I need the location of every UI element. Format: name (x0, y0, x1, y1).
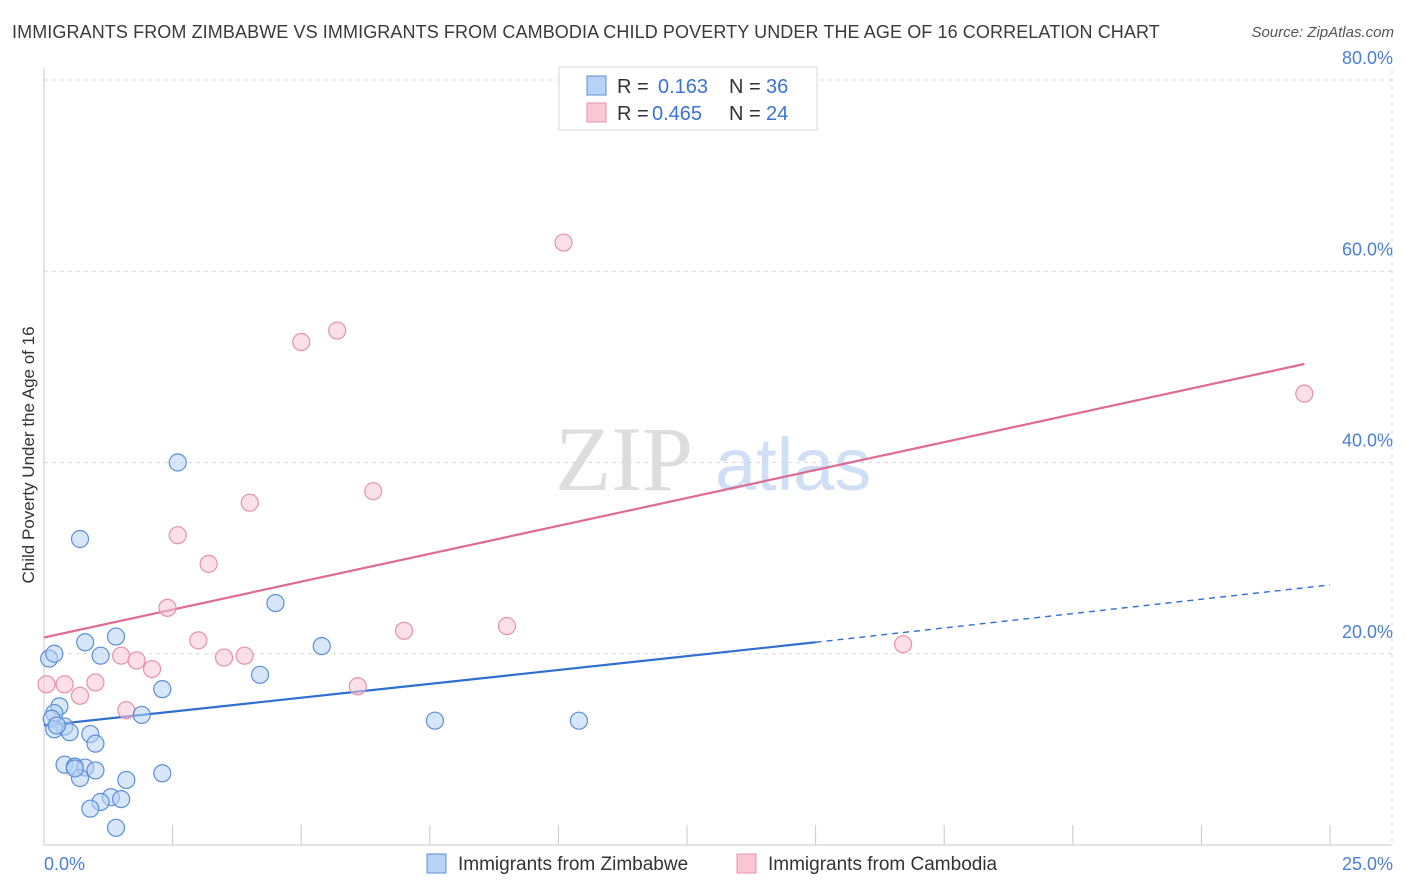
point-zimbabwe (153, 680, 172, 699)
point-cambodia (37, 675, 56, 694)
point-zimbabwe (86, 761, 105, 780)
point-zimbabwe (425, 711, 445, 730)
point-cambodia (235, 646, 254, 665)
point-cambodia (158, 598, 177, 617)
bottom-legend-label-zimbabwe: Immigrants from Zimbabwe (458, 854, 688, 875)
point-zimbabwe (153, 764, 172, 783)
legend-n-value-cambodia: 24 (766, 103, 788, 125)
point-cambodia (348, 677, 367, 696)
point-zimbabwe (65, 759, 84, 778)
bottom-legend-swatch-zimbabwe (426, 853, 447, 874)
data-points (37, 233, 1314, 837)
point-zimbabwe (76, 633, 95, 652)
point-zimbabwe (47, 716, 66, 735)
point-cambodia (240, 493, 259, 512)
point-zimbabwe (45, 644, 64, 663)
point-zimbabwe (81, 799, 100, 818)
point-cambodia (1295, 384, 1314, 403)
legend-n-label-zimbabwe: N = (729, 76, 761, 98)
point-cambodia (199, 554, 218, 573)
legend-r-value-cambodia: 0.465 (652, 103, 702, 125)
y-axis-title: Child Poverty Under the Age of 16 (19, 326, 38, 583)
legend-n-label-cambodia: N = (729, 103, 761, 125)
trend-line-zimbabwe-extension (815, 584, 1331, 643)
watermark-zip: ZIP (555, 408, 693, 510)
legend-r-label-zimbabwe: R = (617, 76, 649, 98)
x-tick-label: 0.0% (44, 854, 85, 874)
trend-lines (43, 362, 1331, 727)
point-cambodia (554, 233, 573, 252)
trend-line-zimbabwe (43, 641, 816, 727)
point-cambodia (328, 321, 347, 340)
point-cambodia (189, 631, 208, 650)
point-cambodia (394, 621, 414, 640)
point-zimbabwe (91, 646, 110, 665)
bottom-legend-label-cambodia: Immigrants from Cambodia (768, 854, 998, 875)
axes: 20.0% 40.0% 60.0% 80.0% 0.0% 25.0% (43, 48, 1393, 874)
y-tick-label: 60.0% (1342, 239, 1393, 259)
point-zimbabwe (168, 453, 187, 472)
point-zimbabwe (106, 818, 126, 837)
point-zimbabwe (70, 529, 90, 549)
point-cambodia (497, 616, 517, 636)
point-zimbabwe (106, 627, 126, 646)
legend-swatch-zimbabwe (586, 75, 607, 96)
trend-line-cambodia (43, 362, 1305, 639)
point-cambodia (55, 675, 74, 694)
point-cambodia (142, 659, 162, 679)
legend-stats: R = 0.163 N = 36 R = 0.465 N = 24 (558, 66, 818, 131)
legend-series: Immigrants from Zimbabwe Immigrants from… (426, 853, 998, 875)
point-cambodia (292, 332, 311, 352)
point-cambodia (86, 673, 105, 692)
point-zimbabwe (86, 734, 105, 753)
point-zimbabwe (312, 636, 331, 656)
point-zimbabwe (250, 665, 270, 684)
y-tick-label: 40.0% (1342, 431, 1393, 451)
point-zimbabwe (569, 711, 589, 730)
legend-swatch-cambodia (586, 102, 607, 123)
chart-title: IMMIGRANTS FROM ZIMBABWE VS IMMIGRANTS F… (12, 22, 1160, 42)
point-zimbabwe (266, 593, 285, 613)
y-tick-label: 80.0% (1342, 48, 1393, 68)
y-tick-label: 20.0% (1342, 622, 1393, 642)
point-zimbabwe (112, 789, 131, 809)
legend-r-value-zimbabwe: 0.163 (658, 76, 708, 98)
point-cambodia (70, 686, 90, 705)
legend-n-value-zimbabwe: 36 (766, 76, 788, 98)
source-label: Source: ZipAtlas.com (1251, 24, 1394, 41)
point-cambodia (127, 651, 146, 670)
point-cambodia (893, 635, 913, 654)
point-cambodia (364, 482, 383, 501)
point-cambodia (117, 701, 136, 720)
point-cambodia (112, 646, 131, 665)
watermark-atlas: atlas (715, 423, 871, 506)
point-cambodia (214, 648, 234, 667)
point-zimbabwe (117, 770, 136, 790)
bottom-legend-swatch-cambodia (736, 853, 757, 874)
legend-r-label-cambodia: R = (617, 103, 649, 125)
point-zimbabwe (132, 705, 151, 725)
point-cambodia (168, 526, 187, 545)
x-tick-label: 25.0% (1342, 854, 1393, 874)
